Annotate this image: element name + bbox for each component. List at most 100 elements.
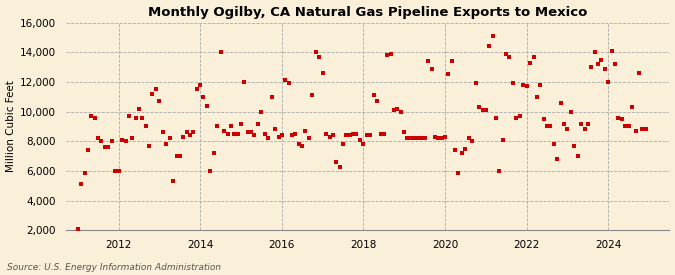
Point — [531, 95, 542, 99]
Point — [134, 106, 144, 111]
Point — [402, 136, 413, 141]
Point — [429, 135, 440, 139]
Point — [144, 144, 155, 148]
Point — [232, 132, 243, 136]
Point — [633, 71, 644, 75]
Point — [290, 132, 300, 136]
Point — [317, 71, 328, 75]
Point — [589, 50, 600, 54]
Point — [182, 130, 192, 135]
Point — [371, 99, 382, 103]
Point — [307, 93, 318, 98]
Point — [236, 121, 246, 126]
Point — [613, 116, 624, 120]
Point — [470, 81, 481, 86]
Point — [164, 136, 175, 141]
Point — [147, 92, 158, 96]
Point — [620, 124, 630, 129]
Point — [284, 81, 294, 86]
Point — [294, 142, 304, 147]
Point — [381, 53, 392, 57]
Point — [518, 83, 529, 87]
Point — [246, 130, 256, 135]
Point — [375, 132, 386, 136]
Point — [287, 133, 298, 138]
Point — [205, 169, 216, 173]
Point — [338, 142, 348, 147]
Point — [521, 84, 532, 89]
Point — [385, 51, 396, 56]
Point — [252, 121, 263, 126]
Point — [219, 129, 230, 133]
Point — [215, 50, 226, 54]
Point — [481, 108, 491, 112]
Point — [565, 109, 576, 114]
Point — [188, 130, 198, 135]
Point — [171, 154, 182, 158]
Point — [477, 108, 488, 112]
Point — [229, 132, 240, 136]
Point — [80, 170, 90, 175]
Point — [586, 65, 597, 69]
Point — [569, 144, 580, 148]
Point — [256, 109, 267, 114]
Point — [504, 54, 515, 59]
Point — [439, 135, 450, 139]
Point — [497, 138, 508, 142]
Point — [82, 148, 93, 152]
Point — [524, 60, 535, 65]
Point — [72, 227, 83, 231]
Point — [501, 51, 512, 56]
Point — [392, 106, 403, 111]
Point — [185, 133, 196, 138]
Point — [487, 34, 498, 38]
Point — [140, 124, 151, 129]
Point — [593, 62, 603, 66]
Point — [310, 50, 321, 54]
Point — [535, 83, 545, 87]
Point — [559, 121, 570, 126]
Point — [355, 138, 366, 142]
Point — [419, 136, 430, 141]
Point — [463, 136, 474, 141]
Point — [137, 116, 148, 120]
Point — [637, 127, 647, 132]
Title: Monthly Ogilby, CA Natural Gas Pipeline Exports to Mexico: Monthly Ogilby, CA Natural Gas Pipeline … — [148, 6, 587, 18]
Point — [249, 133, 260, 138]
Point — [369, 93, 379, 98]
Point — [450, 148, 460, 152]
Point — [508, 81, 518, 86]
Point — [443, 72, 454, 77]
Point — [484, 44, 495, 48]
Point — [277, 133, 288, 138]
Point — [555, 101, 566, 105]
Point — [545, 124, 556, 129]
Point — [113, 169, 124, 173]
Point — [324, 135, 335, 139]
Point — [297, 144, 308, 148]
Point — [436, 136, 447, 141]
Point — [630, 129, 641, 133]
Point — [96, 139, 107, 144]
Point — [151, 87, 161, 92]
Point — [327, 133, 338, 138]
Point — [467, 139, 478, 144]
Point — [491, 116, 502, 120]
Point — [514, 114, 525, 118]
Point — [86, 114, 97, 118]
Point — [583, 121, 593, 126]
Point — [259, 132, 270, 136]
Point — [409, 136, 420, 141]
Point — [120, 139, 131, 144]
Point — [423, 59, 433, 63]
Point — [239, 80, 250, 84]
Point — [494, 169, 505, 173]
Point — [304, 136, 315, 141]
Point — [76, 182, 86, 187]
Point — [528, 54, 539, 59]
Point — [130, 116, 141, 120]
Point — [358, 142, 369, 147]
Point — [106, 139, 117, 144]
Point — [562, 127, 573, 132]
Point — [269, 127, 280, 132]
